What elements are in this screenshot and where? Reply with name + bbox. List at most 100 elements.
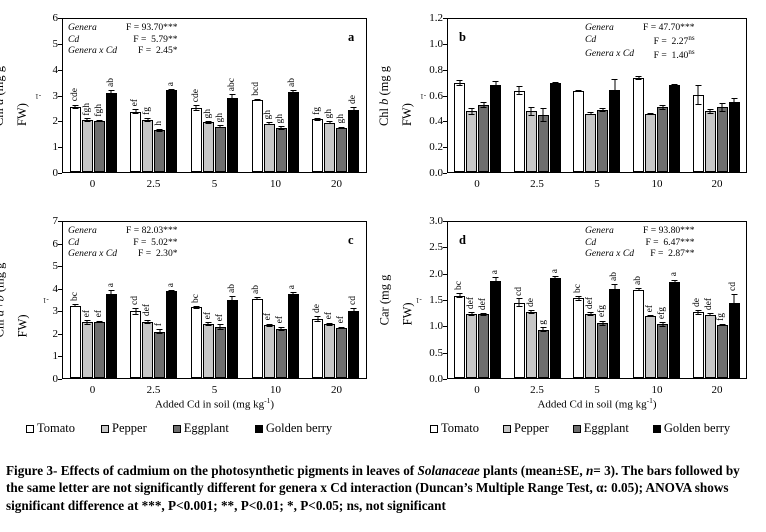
x-axis-ticks-a: 0 2.5 5 10 20: [62, 174, 367, 190]
bar-golden-berry: [226, 98, 238, 172]
error-bar: [132, 308, 139, 315]
bar-tomato: [130, 311, 142, 378]
y-tick-label: 0.8: [429, 63, 443, 76]
error-bar: [552, 81, 559, 84]
bar-slot: ab: [633, 222, 645, 378]
y-tick-label: 2: [52, 327, 59, 340]
bar-slot: ab: [227, 222, 238, 378]
error-bar: [516, 298, 523, 308]
y-tick-label: 3.0: [429, 215, 443, 227]
error-bar: [528, 310, 535, 315]
error-bar: [516, 86, 523, 96]
bar-tomato: [513, 302, 525, 378]
bar-tomato: [454, 295, 466, 378]
error-bar: [456, 293, 463, 299]
error-bar: [671, 83, 678, 88]
y-tick-mark: [58, 147, 62, 149]
error-bar: [217, 324, 224, 331]
error-bar: [156, 128, 163, 133]
x-tick-label: 5: [211, 178, 218, 190]
bar-pepper: [324, 324, 336, 378]
y-tick-mark: [58, 121, 62, 123]
bar-tomato: [312, 119, 324, 172]
legend-swatch-icon: [26, 424, 34, 433]
legend-label: Golden berry: [663, 421, 731, 435]
x-axis-ticks-b: 0 2.5 5 10 20: [447, 174, 747, 190]
legend-swatch-icon: [572, 424, 581, 433]
y-tick-label: 1.0: [429, 37, 443, 50]
error-bar: [205, 322, 212, 326]
bar-slot: [466, 19, 478, 172]
bar-golden-berry: [348, 109, 360, 172]
error-bar: [587, 112, 594, 116]
bar-golden-berry: [728, 303, 740, 378]
bar-pepper: [466, 111, 478, 172]
legend-label: Tomato: [441, 421, 480, 435]
bar-eggplant: [657, 107, 669, 172]
error-bar: [314, 316, 321, 323]
anova-factor: Genera: [585, 22, 614, 33]
anova-value: F = 5.02**: [133, 236, 178, 248]
anova-factor: Genera: [585, 225, 614, 236]
bar-tomato: [251, 298, 263, 378]
legend-item-eggplant: Eggplant: [172, 421, 229, 436]
y-tick-mark: [58, 266, 62, 268]
bar-slot: a: [166, 19, 178, 172]
y-tick-mark: [443, 221, 447, 222]
error-bar: [229, 93, 236, 103]
legend-item-pepper: Pepper: [503, 421, 549, 436]
bar-slot: cd: [348, 222, 360, 378]
x-tick-label: 5: [594, 384, 600, 396]
bar-slot: de: [692, 222, 704, 378]
bar-slot: fg: [142, 19, 154, 172]
y-tick-label: 0.0: [429, 373, 443, 385]
error-bar: [193, 105, 200, 111]
y-tick-mark: [58, 173, 62, 174]
legend-label: Tomato: [37, 421, 76, 435]
error-bar: [72, 104, 79, 110]
legend-swatch-icon: [101, 424, 110, 433]
y-tick-label: 4: [52, 282, 59, 295]
bar-eggplant: [716, 107, 728, 172]
bar-eggplant: [275, 128, 287, 172]
bar-slot: de: [348, 19, 360, 172]
bar-group-2.5: [508, 19, 568, 172]
bar-tomato: [251, 100, 263, 172]
error-bar: [575, 296, 582, 301]
y-tick-mark: [58, 379, 62, 380]
y-tick-mark: [443, 121, 447, 123]
error-bar: [278, 126, 285, 130]
error-bar: [254, 98, 261, 102]
error-bar: [635, 75, 642, 80]
bar-groups: [448, 19, 746, 172]
anova-value: F = 2.27ns: [653, 33, 695, 47]
y-tick-mark: [58, 243, 62, 245]
bar-eggplant: [597, 323, 609, 378]
error-bar: [338, 126, 345, 129]
bar-slot: bc: [70, 222, 81, 378]
bar-slot: ab: [251, 222, 263, 378]
y-tick-label: 1: [52, 350, 59, 363]
anova-value: F = 82.03***: [126, 225, 178, 236]
anova-value: F = 1.40ns: [653, 47, 695, 61]
y-tick-label: 0.5: [429, 346, 443, 359]
bar-slot: [573, 19, 585, 172]
bar-slot: a: [550, 222, 561, 378]
bar-slot: [645, 19, 657, 172]
bar-slot: bc: [573, 222, 585, 378]
bar-slot: ef: [94, 222, 105, 378]
x-tick-label: 20: [711, 178, 723, 190]
bar-slot: fgh: [94, 19, 105, 172]
error-bar: [144, 319, 151, 325]
legend-swatch-icon: [503, 424, 512, 433]
error-bar: [731, 98, 738, 107]
bar-pepper: [263, 123, 275, 172]
y-tick-mark: [58, 356, 62, 358]
bar-group-0: bc ef ef a: [63, 222, 124, 378]
bar-group-0: [448, 19, 508, 172]
y-axis-title-b: Chl b (mg g -1 FW): [377, 65, 427, 126]
x-tick-label: 10: [651, 178, 663, 190]
anova-stats-c: Genera F = 82.03*** Cd F = 5.02** Genera x C…: [68, 225, 178, 260]
y-tick-mark: [443, 69, 447, 71]
error-bar: [587, 312, 594, 317]
